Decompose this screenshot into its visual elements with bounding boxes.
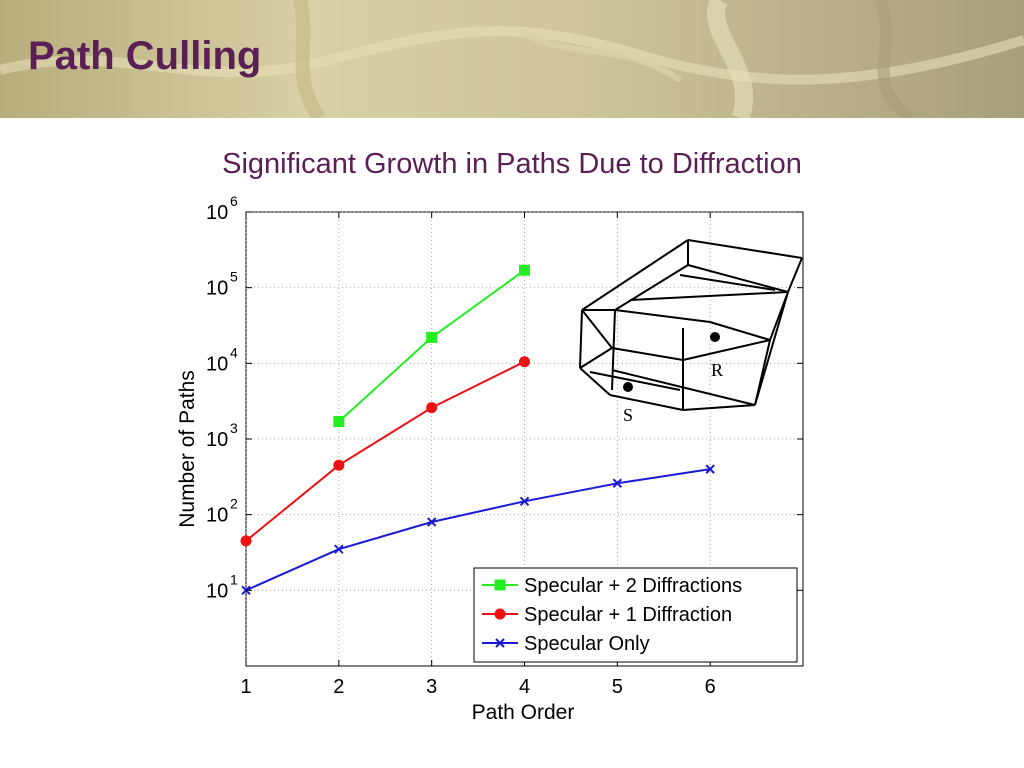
room-wireframe-edge bbox=[611, 369, 756, 406]
room-wireframe-edge bbox=[611, 347, 684, 361]
room-wireframe-edge bbox=[581, 309, 613, 349]
legend-label: Specular + 2 Diffractions bbox=[524, 575, 742, 597]
room-wireframe-edge bbox=[687, 239, 803, 259]
legend-box bbox=[473, 567, 798, 663]
series-2 bbox=[241, 464, 715, 596]
room-wireframe-edge bbox=[581, 239, 689, 311]
data-point-square bbox=[426, 331, 438, 343]
data-point-x bbox=[426, 517, 437, 527]
x-marker-stroke bbox=[495, 638, 505, 648]
data-point-circle bbox=[494, 608, 506, 620]
data-point-x bbox=[495, 638, 505, 648]
x-marker-stroke bbox=[426, 517, 437, 527]
room-wireframe-edge bbox=[614, 309, 711, 323]
y-tick-base: 10 bbox=[206, 202, 228, 224]
x-marker-stroke bbox=[519, 496, 530, 507]
legend-label: Specular + 1 Diffraction bbox=[524, 604, 732, 626]
slide-subtitle: Significant Growth in Paths Due to Diffr… bbox=[222, 148, 802, 180]
series-0 bbox=[333, 264, 530, 428]
series-1 bbox=[240, 356, 530, 547]
source-point bbox=[623, 382, 633, 392]
series-group bbox=[240, 264, 715, 596]
legend: Specular + 2 Diffractions Specular + 1 Di… bbox=[473, 567, 798, 663]
data-point-x bbox=[334, 544, 344, 554]
y-tick-label: 102 bbox=[206, 496, 238, 527]
y-tick-exponent: 4 bbox=[230, 344, 238, 360]
y-tick-label: 101 bbox=[206, 571, 238, 602]
x-marker-stroke bbox=[612, 478, 623, 488]
legend-entry: Specular + 2 Diffractions bbox=[482, 575, 742, 597]
data-point-circle bbox=[333, 459, 345, 471]
x-tick-label: 5 bbox=[612, 676, 623, 698]
y-tick-base: 10 bbox=[206, 429, 228, 451]
y-tick-base: 10 bbox=[206, 505, 228, 527]
legend-entry: Specular + 1 Diffraction bbox=[482, 604, 732, 626]
room-wireframe-edge bbox=[709, 321, 771, 341]
series-line bbox=[245, 360, 525, 542]
y-axis-label: Number of Paths bbox=[176, 370, 199, 528]
room-wireframe-edge bbox=[682, 404, 756, 411]
data-point-circle bbox=[426, 402, 438, 414]
room-wireframe-edge bbox=[679, 274, 776, 291]
data-point-x bbox=[519, 496, 530, 507]
receiver-point bbox=[710, 332, 720, 342]
data-point-x bbox=[705, 464, 715, 474]
room-wireframe-edge bbox=[754, 291, 789, 406]
room-wireframe-edge bbox=[787, 257, 803, 293]
y-tick-exponent: 1 bbox=[230, 571, 238, 587]
x-marker-stroke bbox=[334, 544, 344, 554]
data-point-circle bbox=[240, 535, 252, 547]
y-tick-base: 10 bbox=[206, 580, 228, 602]
x-tick-label: 6 bbox=[705, 676, 716, 698]
room-wireframe-edge bbox=[687, 264, 789, 293]
data-point-square bbox=[519, 264, 530, 276]
y-tick-label: 103 bbox=[206, 420, 238, 451]
room-wireframe-edge bbox=[589, 371, 681, 391]
header-banner: Path Culling bbox=[0, 0, 1024, 118]
room-wireframe-edge bbox=[579, 367, 611, 396]
y-tick-label: 104 bbox=[206, 344, 238, 375]
header-background-art bbox=[0, 0, 1024, 118]
room-wireframe-edge bbox=[609, 394, 684, 411]
data-point-circle bbox=[519, 356, 530, 368]
y-tick-exponent: 3 bbox=[230, 420, 238, 436]
y-tick-label: 106 bbox=[206, 193, 238, 224]
x-tick-label: 3 bbox=[426, 676, 437, 698]
room-wireframe-edge bbox=[769, 291, 789, 341]
room-wireframe-edge bbox=[682, 339, 771, 361]
room-wireframe-edge bbox=[579, 347, 613, 369]
y-tick-exponent: 5 bbox=[230, 269, 238, 285]
y-tick-exponent: 6 bbox=[230, 193, 238, 209]
data-point-square bbox=[333, 416, 345, 428]
y-tick-base: 10 bbox=[206, 353, 228, 375]
x-tick-label: 2 bbox=[333, 676, 344, 698]
y-tick-base: 10 bbox=[206, 278, 228, 300]
y-tick-label: 105 bbox=[206, 269, 238, 300]
legend-entry: Specular Only bbox=[482, 633, 650, 655]
slide-title: Path Culling bbox=[28, 34, 262, 78]
room-wireframe-edge bbox=[629, 291, 789, 301]
data-point-x bbox=[612, 478, 623, 488]
room-wireframe-edge bbox=[754, 339, 771, 406]
x-axis-label: Path Order bbox=[472, 701, 575, 724]
x-tick-label: 4 bbox=[519, 676, 530, 698]
receiver-label: R bbox=[711, 360, 723, 380]
room-wireframe-edge bbox=[614, 264, 689, 311]
series-line bbox=[245, 468, 711, 592]
room-wireframe-edge bbox=[579, 309, 583, 369]
source-label: S bbox=[623, 405, 633, 425]
room-geometry-inset: SR bbox=[579, 239, 803, 425]
x-tick-label: 1 bbox=[240, 676, 251, 698]
x-marker-stroke bbox=[705, 464, 715, 474]
y-tick-exponent: 2 bbox=[230, 496, 238, 512]
legend-label: Specular Only bbox=[524, 633, 650, 655]
data-point-square bbox=[494, 579, 506, 591]
